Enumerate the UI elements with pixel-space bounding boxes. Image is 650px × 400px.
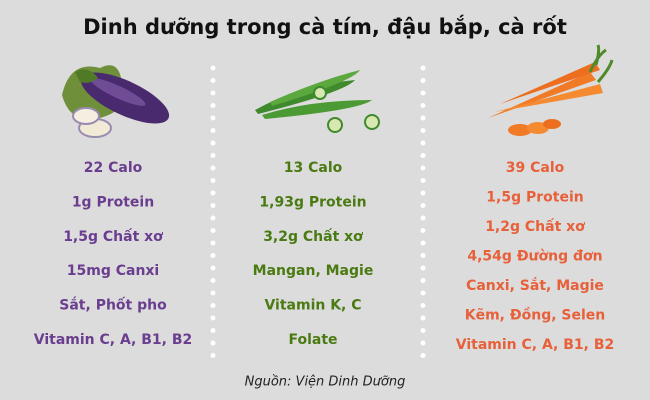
nutrient-item: 1,93g Protein (259, 194, 366, 210)
nutrient-item: Vitamin K, C (264, 298, 361, 314)
eggplant-illustration (62, 65, 170, 138)
columns: 22 Calo 1g Protein 1,5g Chất xơ 15mg Canxi S… (34, 160, 615, 353)
nutrient-item: Vitamin C, A, B1, B2 (34, 332, 193, 348)
nutrient-item: Folate (288, 332, 337, 348)
nutrient-item: 1g Protein (72, 194, 154, 210)
nutrient-item: Vitamin C, A, B1, B2 (456, 337, 615, 353)
title: Dinh dưỡng trong cà tím, đậu bắp, cà rốt (83, 14, 567, 39)
nutrient-item: Kẽm, Đồng, Selen (465, 307, 606, 324)
nutrient-item: Sắt, Phốt pho (59, 297, 167, 314)
nutrient-item: 15mg Canxi (67, 263, 159, 279)
source: Nguồn: Viện Dinh Dưỡng (245, 375, 406, 390)
nutrient-item: Mangan, Magie (253, 263, 374, 279)
nutrient-item: 1,5g Chất xơ (63, 228, 163, 245)
nutrient-item: 22 Calo (84, 160, 143, 176)
nutrient-item: 13 Calo (284, 160, 343, 176)
carrot-illustration (488, 44, 614, 136)
okra-illustration (255, 70, 380, 133)
nutrient-item: 1,2g Chất xơ (485, 218, 585, 235)
nutrient-item: 39 Calo (506, 160, 565, 176)
nutrient-item: Canxi, Sắt, Magie (466, 277, 604, 294)
nutrient-item: 3,2g Chất xơ (263, 228, 363, 245)
nutrient-item: 1,5g Protein (486, 190, 583, 206)
nutrient-item: 4,54g Đường đơn (467, 249, 602, 265)
